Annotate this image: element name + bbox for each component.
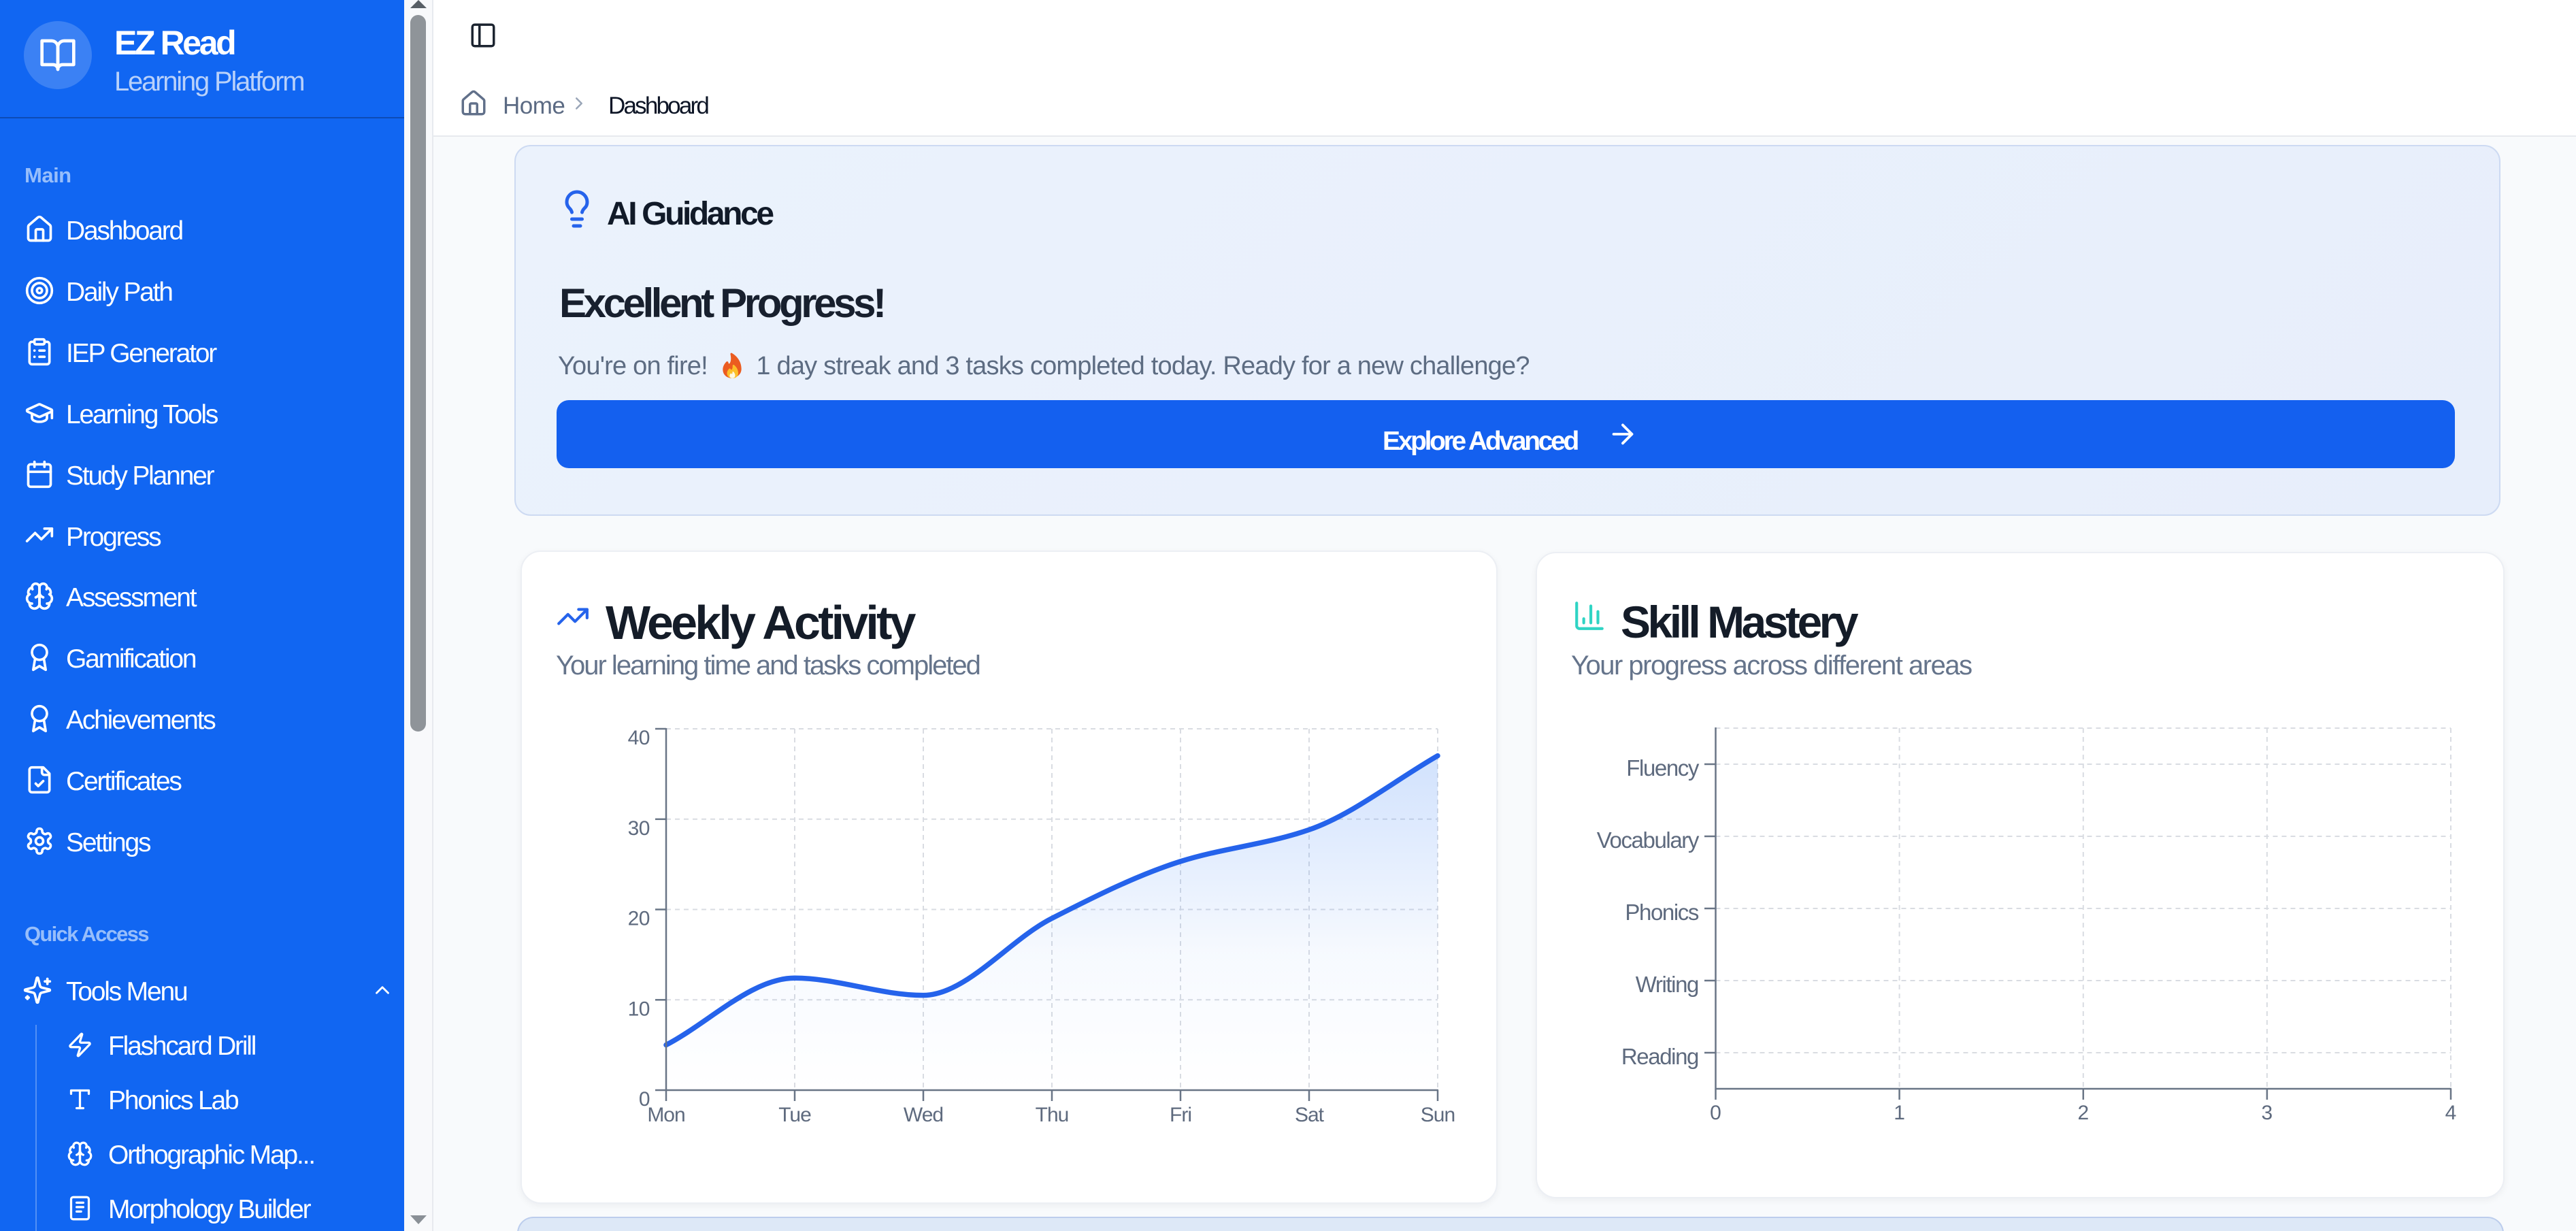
svg-text:1: 1 — [1894, 1102, 1905, 1124]
svg-text:3: 3 — [2262, 1102, 2273, 1124]
svg-text:2: 2 — [2077, 1102, 2089, 1124]
svg-text:4: 4 — [2445, 1102, 2457, 1124]
svg-text:Thu: Thu — [1036, 1104, 1069, 1126]
svg-text:10: 10 — [628, 998, 650, 1020]
svg-text:Sat: Sat — [1295, 1104, 1325, 1126]
svg-text:30: 30 — [628, 817, 650, 840]
svg-text:Fri: Fri — [1170, 1104, 1191, 1126]
svg-text:Phonics: Phonics — [1625, 900, 1699, 925]
svg-text:Wed: Wed — [904, 1104, 943, 1126]
svg-text:Vocabulary: Vocabulary — [1597, 827, 1700, 853]
svg-text:40: 40 — [628, 727, 650, 749]
svg-text:20: 20 — [628, 908, 650, 930]
svg-text:Mon: Mon — [647, 1104, 684, 1126]
svg-text:Fluency: Fluency — [1626, 755, 1700, 781]
svg-text:Sun: Sun — [1421, 1104, 1455, 1126]
svg-text:0: 0 — [1710, 1102, 1721, 1124]
svg-text:Writing: Writing — [1636, 972, 1698, 997]
svg-text:Reading: Reading — [1621, 1044, 1698, 1069]
svg-text:Tue: Tue — [778, 1104, 811, 1126]
svg-text:0: 0 — [639, 1088, 650, 1111]
